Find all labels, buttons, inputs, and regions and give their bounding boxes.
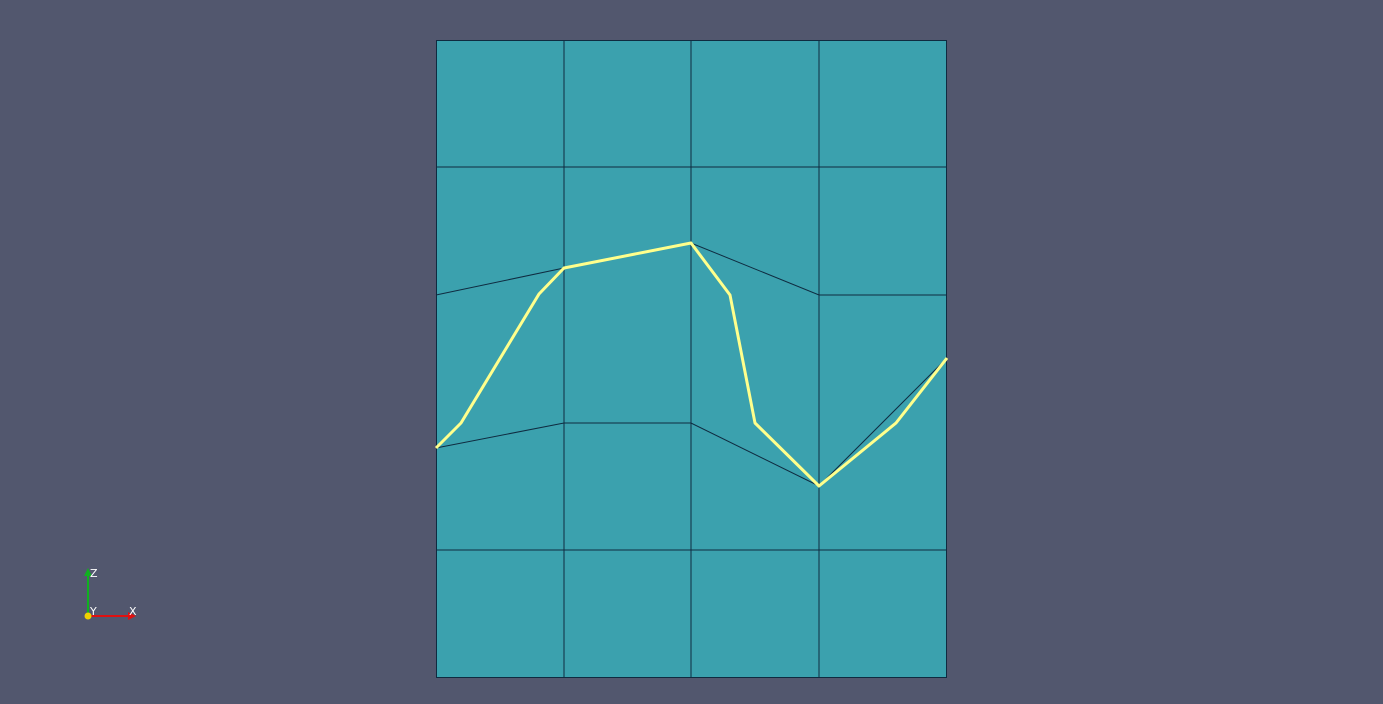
x-axis-label: X <box>129 605 137 618</box>
y-axis-dot-icon <box>84 612 92 620</box>
mesh-edges <box>435 40 948 678</box>
highlighted-curve <box>434 241 949 488</box>
mesh-edge-horizontal-3 <box>435 357 948 487</box>
x-axis-arrow-icon <box>128 612 136 620</box>
z-axis-label: Z <box>90 567 98 580</box>
orientation-axes: X Z Y <box>84 567 137 620</box>
y-axis-label: Y <box>89 605 97 618</box>
z-axis-arrow-icon <box>84 568 92 576</box>
mesh-surface <box>435 40 948 678</box>
